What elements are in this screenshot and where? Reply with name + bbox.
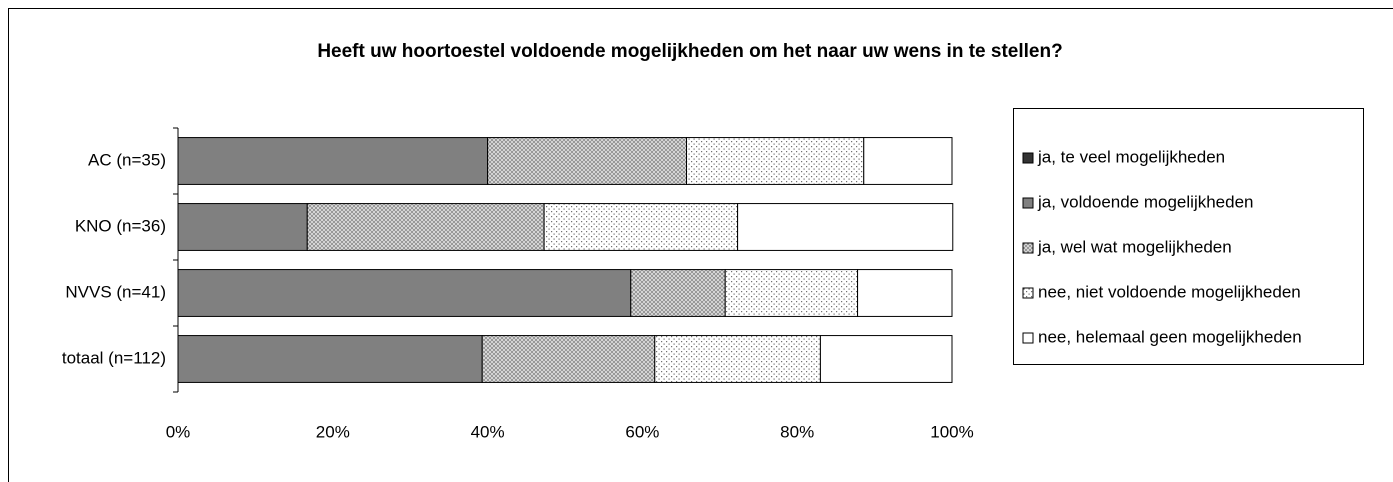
bar-segment	[686, 137, 865, 185]
bar-segment	[481, 335, 656, 383]
bar-segment	[737, 203, 954, 251]
y-tick-label: AC (n=35)	[88, 150, 166, 169]
legend-label: ja, wel wat mogelijkheden	[1037, 237, 1232, 256]
x-tick-label: 80%	[780, 422, 814, 441]
bar-segment	[177, 203, 308, 251]
bar-segment	[177, 137, 489, 185]
x-tick-label: 20%	[316, 422, 350, 441]
bar-segment	[857, 269, 953, 317]
legend-swatch	[1022, 197, 1034, 209]
bar-segment	[630, 269, 726, 317]
x-tick-label: 0%	[166, 422, 191, 441]
x-tick-label: 60%	[625, 422, 659, 441]
legend-swatch	[1022, 332, 1034, 344]
y-tick-label: KNO (n=36)	[75, 216, 166, 235]
y-tick-label: NVVS (n=41)	[65, 282, 166, 301]
legend-label: ja, te veel mogelijkheden	[1037, 147, 1225, 166]
bar-segment	[177, 335, 483, 383]
bar-segment	[654, 335, 821, 383]
legend-label: nee, helemaal geen mogelijkheden	[1038, 327, 1302, 346]
x-tick-label: 40%	[471, 422, 505, 441]
legend-label: ja, voldoende mogelijkheden	[1037, 192, 1254, 211]
bar-segment	[724, 269, 859, 317]
bar-segment	[306, 203, 545, 251]
y-tick-label: totaal (n=112)	[62, 348, 166, 367]
x-tick-label: 100%	[930, 422, 973, 441]
bar-segment	[819, 335, 953, 383]
legend-swatch	[1022, 287, 1034, 299]
legend-label: nee, niet voldoende mogelijkheden	[1038, 282, 1301, 301]
bar-segment	[177, 269, 632, 317]
legend-box	[1013, 108, 1364, 365]
legend-swatch	[1022, 242, 1034, 254]
bar-segment	[863, 137, 953, 185]
legend-swatch	[1022, 152, 1034, 164]
chart-title: Heeft uw hoortoestel voldoende mogelijkh…	[317, 41, 1062, 62]
chart-border	[8, 8, 1393, 482]
bar-segment	[543, 203, 739, 251]
bar-segment	[487, 137, 688, 185]
